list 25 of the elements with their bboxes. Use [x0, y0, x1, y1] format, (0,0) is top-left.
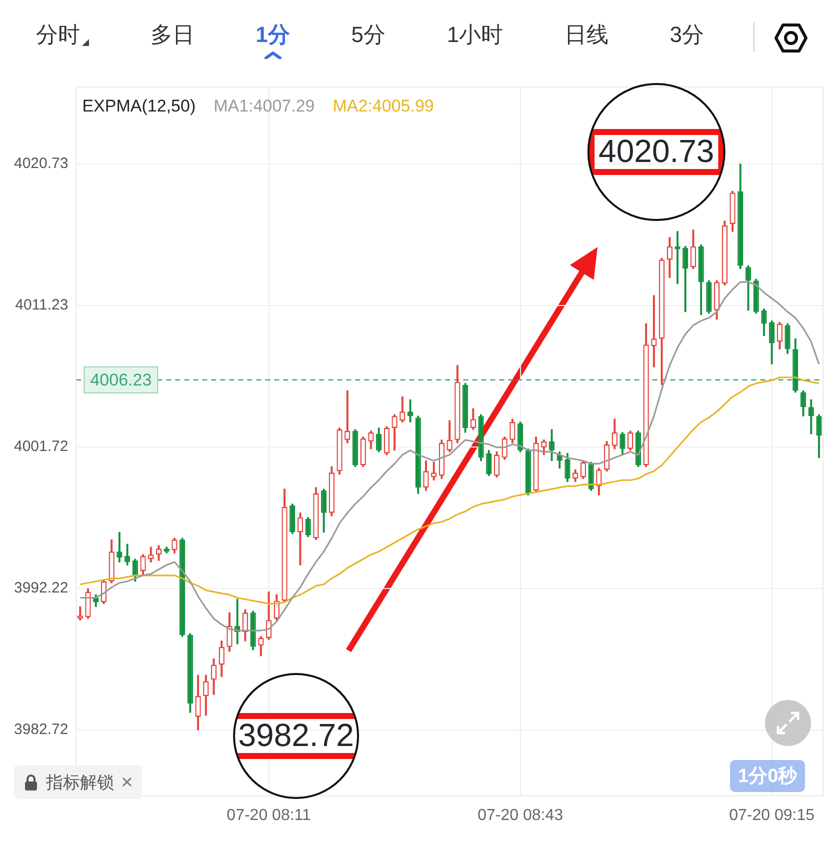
- annotation: 4020.73: [598, 132, 714, 169]
- text: MA1:4007.29: [214, 96, 315, 116]
- annotation: 指标解锁: [46, 772, 114, 794]
- x-tick-label: 07-20 08:11: [226, 806, 311, 824]
- text: 1小时: [446, 21, 504, 49]
- y-tick-label: 3982.72: [14, 721, 68, 738]
- candlestick: [651, 295, 657, 368]
- y-tick-label: 4001.72: [14, 438, 68, 456]
- unlock-button: 指标解锁: [14, 765, 142, 799]
- text: 5分: [351, 21, 386, 49]
- x-tick-label: 07-20 08:43: [478, 806, 564, 824]
- text: 分时: [36, 21, 80, 49]
- y-tick-label: 3992.22: [14, 580, 68, 597]
- x-tick-label: 07-20 09:15: [729, 806, 815, 824]
- annotation: 3982.72: [238, 716, 354, 753]
- text: MA2:4005.99: [332, 96, 434, 116]
- text: 3分: [670, 21, 704, 49]
- countdown-badge: 1分0秒: [730, 760, 806, 792]
- ref-line-label: 4006.23: [90, 370, 152, 390]
- legend-title: EXPMA(12,50): [82, 96, 196, 116]
- text: 多日: [150, 21, 194, 49]
- text: 1分: [256, 21, 290, 49]
- y-tick-label: 4011.23: [15, 296, 68, 314]
- text: 日线: [564, 21, 608, 49]
- y-tick-label: 4020.73: [14, 155, 68, 172]
